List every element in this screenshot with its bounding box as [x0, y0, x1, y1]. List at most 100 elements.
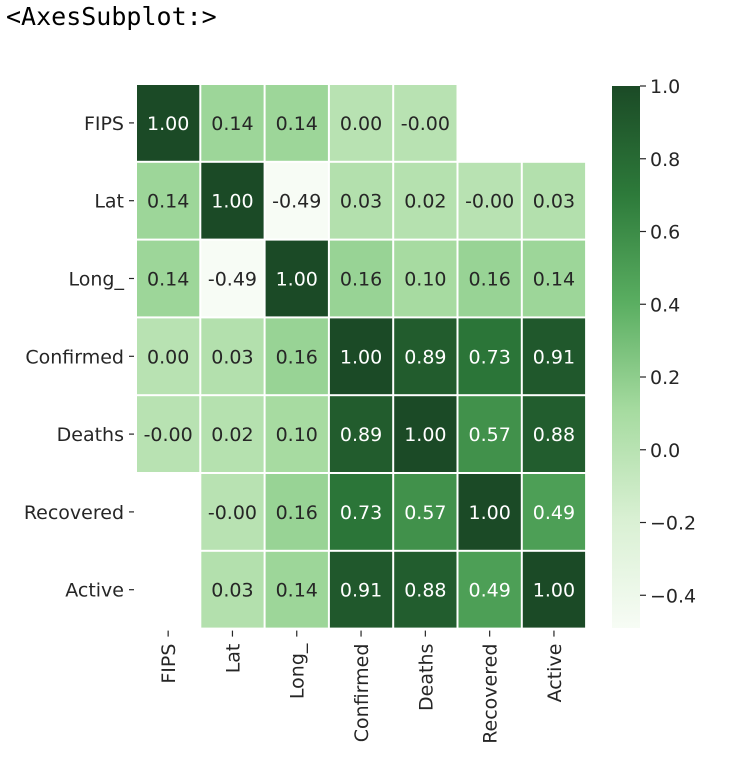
heatmap-cell-Long_-Deaths — [394, 240, 457, 317]
cell-value-Deaths-Lat: 0.02 — [211, 424, 253, 446]
colorbar-tick-label: 0.0 — [650, 440, 680, 462]
colorbar-tick-label: 0.4 — [650, 294, 680, 316]
heatmap-cell-Deaths-Lat — [201, 396, 264, 472]
heatmap-cell-FIPS-Confirmed — [329, 85, 393, 161]
cell-value-Deaths-Recovered: 0.57 — [468, 424, 510, 446]
heatmap-cell-Confirmed-Confirmed — [329, 318, 393, 395]
cell-value-Deaths-Long_: 0.10 — [276, 424, 318, 446]
cell-value-Deaths-FIPS: -0.00 — [144, 424, 193, 446]
cell-value-Lat-Confirmed: 0.03 — [340, 191, 382, 213]
heatmap-cell-Deaths-Long_ — [265, 396, 328, 472]
colorbar-tick-label: 0.6 — [650, 222, 680, 244]
heatmap-cell-Long_-FIPS — [137, 240, 200, 317]
colorbar-tick-label: 1.0 — [650, 76, 680, 98]
heatmap-cell-Active-Confirmed — [329, 551, 393, 628]
heatmap-cell-Recovered-Recovered — [458, 474, 521, 550]
heatmap-cell-Long_-Active — [522, 240, 586, 317]
cell-value-FIPS-Lat: 0.14 — [211, 113, 253, 135]
y-axis-labels: FIPS Lat Long_ Confirmed Deaths Recovered Acti… — [24, 113, 134, 602]
colorbar: 1.0 0.8 0.6 0.4 0.2 0.0 −0.2 −0.4 — [612, 76, 696, 628]
cell-value-Recovered-Lat: -0.00 — [208, 502, 257, 524]
x-tick-label-Active: Active — [544, 644, 566, 703]
cell-value-Lat-Lat: 1.00 — [211, 191, 253, 213]
colorbar-tick-label: 0.2 — [650, 367, 680, 389]
y-tick-label-Lat: Lat — [94, 191, 124, 213]
heatmap-cell-Confirmed-FIPS — [137, 318, 200, 395]
cell-value-FIPS-Deaths: -0.00 — [401, 113, 450, 135]
y-tick-label-Long_: Long_ — [69, 269, 125, 291]
output-repr-text: <AxesSubplot:> — [6, 2, 217, 31]
cell-value-Confirmed-FIPS: 0.00 — [147, 346, 189, 368]
cell-value-FIPS-Confirmed: 0.00 — [340, 113, 382, 135]
heatmap-cell-Lat-Active — [522, 162, 586, 239]
colorbar-tick-label: 0.8 — [650, 149, 680, 171]
cell-value-Recovered-Active: 0.49 — [533, 502, 575, 524]
colorbar-tick-label: −0.2 — [650, 513, 696, 535]
cell-value-Confirmed-Active: 0.91 — [533, 346, 575, 368]
cell-value-Recovered-Recovered: 1.00 — [468, 502, 510, 524]
heatmap-cell-Confirmed-Recovered — [458, 318, 521, 395]
heatmap-cell-Long_-Recovered — [458, 240, 521, 317]
y-tick-label-Active: Active — [65, 580, 124, 602]
heatmap-cell-Recovered-Confirmed — [329, 474, 393, 550]
heatmap-cell-Active-Deaths — [394, 551, 457, 628]
cell-value-Active-Active: 1.00 — [533, 580, 575, 602]
cell-value-Confirmed-Long_: 0.16 — [276, 346, 318, 368]
cell-value-Confirmed-Deaths: 0.89 — [404, 346, 446, 368]
y-tick-label-Deaths: Deaths — [57, 424, 124, 446]
y-tick-label-Confirmed: Confirmed — [25, 346, 124, 368]
heatmap-cell-Long_-Confirmed — [329, 240, 393, 317]
x-tick-label-Lat: Lat — [222, 644, 244, 674]
x-axis-labels: FIPS Lat Long_ Confirmed Deaths Recovered Acti… — [158, 630, 566, 744]
heatmap-cell-Lat-Deaths — [394, 162, 457, 239]
cell-value-Long_-Deaths: 0.10 — [404, 269, 446, 291]
y-tick-label-Recovered: Recovered — [24, 502, 124, 524]
heatmap-cell-Long_-Lat — [201, 240, 264, 317]
cell-value-FIPS-Long_: 0.14 — [276, 113, 318, 135]
x-tick-label-Confirmed: Confirmed — [351, 644, 373, 743]
heatmap-cell-Recovered-Active — [522, 474, 586, 550]
heatmap-cell-Confirmed-Lat — [201, 318, 264, 395]
cell-value-Long_-Lat: -0.49 — [208, 269, 257, 291]
heatmap-cell-Active-Lat — [201, 551, 264, 628]
cell-value-Deaths-Active: 0.88 — [533, 424, 575, 446]
cell-value-Recovered-Long_: 0.16 — [276, 502, 318, 524]
cell-value-Deaths-Confirmed: 0.89 — [340, 424, 382, 446]
x-tick-label-Long_: Long_ — [287, 643, 309, 699]
cell-value-Long_-Recovered: 0.16 — [468, 269, 510, 291]
cell-value-Active-Lat: 0.03 — [211, 580, 253, 602]
heatmap-cell-Deaths-Confirmed — [329, 396, 393, 472]
heatmap-cell-Long_-Long_ — [265, 240, 328, 317]
x-tick-label-Recovered: Recovered — [480, 644, 502, 744]
cell-value-Long_-Confirmed: 0.16 — [340, 269, 382, 291]
cell-value-Active-Recovered: 0.49 — [468, 580, 510, 602]
heatmap-cell-Lat-Lat — [201, 162, 264, 239]
cell-value-Lat-FIPS: 0.14 — [147, 191, 189, 213]
heatmap-cell-Lat-FIPS — [137, 162, 200, 239]
cell-value-Confirmed-Recovered: 0.73 — [468, 346, 510, 368]
heatmap-cell-Lat-Long_ — [265, 162, 328, 239]
y-tick-label-FIPS: FIPS — [84, 113, 124, 135]
colorbar-tick-label: −0.4 — [650, 585, 696, 607]
cell-value-Deaths-Deaths: 1.00 — [404, 424, 446, 446]
colorbar-gradient — [612, 86, 640, 628]
cell-value-Long_-Active: 0.14 — [533, 269, 575, 291]
x-tick-label-Deaths: Deaths — [415, 644, 437, 711]
cell-value-Active-Long_: 0.14 — [276, 580, 318, 602]
cell-value-Lat-Deaths: 0.02 — [404, 191, 446, 213]
cell-value-Recovered-Confirmed: 0.73 — [340, 502, 382, 524]
cell-value-Active-Deaths: 0.88 — [404, 580, 446, 602]
cell-value-Confirmed-Confirmed: 1.00 — [340, 346, 382, 368]
cell-value-Long_-FIPS: 0.14 — [147, 269, 189, 291]
heatmap-cell-Deaths-FIPS — [137, 396, 200, 472]
heatmap-cell-FIPS-Deaths — [394, 85, 457, 161]
x-tick-label-FIPS: FIPS — [158, 644, 180, 684]
heatmap-cell-Active-Recovered — [458, 551, 521, 628]
cell-value-Long_-Long_: 1.00 — [276, 269, 318, 291]
heatmap-cell-Deaths-Active — [522, 396, 586, 472]
cell-value-FIPS-FIPS: 1.00 — [147, 113, 189, 135]
heatmap-cell-Recovered-Lat — [201, 474, 264, 550]
cell-value-Active-Confirmed: 0.91 — [340, 580, 382, 602]
heatmap-cell-Active-Long_ — [265, 551, 328, 628]
